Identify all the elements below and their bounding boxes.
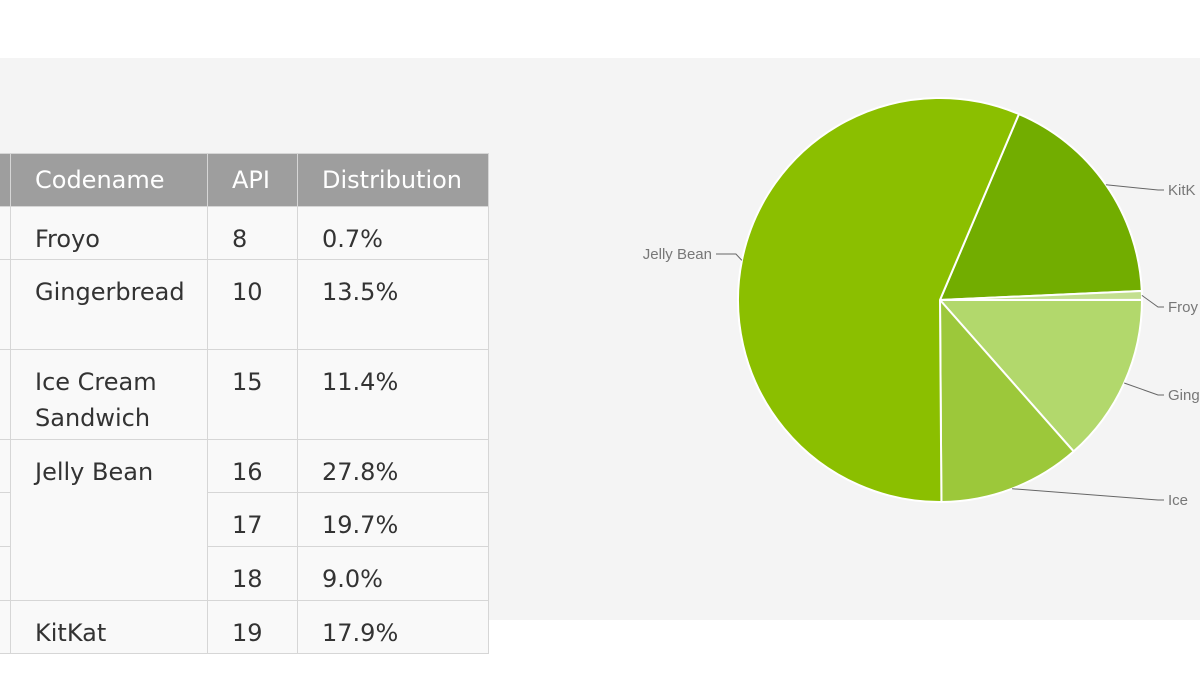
- codename-cell: KitKat: [10, 600, 208, 654]
- api-cell: 8: [207, 206, 298, 260]
- slice-label-froyo: Froy: [1168, 299, 1199, 316]
- leader-line-gingerbread: [1124, 382, 1164, 396]
- slice-label-kitkat: KitK: [1168, 182, 1196, 199]
- table-row: 18 9.0%: [0, 546, 489, 601]
- api-cell: 18: [207, 546, 298, 601]
- distribution-cell: 13.5%: [297, 259, 489, 350]
- distribution-table: Codename API Distribution Froyo 8 0.7% G…: [0, 153, 489, 654]
- distribution-cell: 19.7%: [297, 492, 489, 547]
- leader-line-ice-cream-sandwich: [1012, 488, 1164, 501]
- leader-line-froyo: [1141, 294, 1164, 308]
- pie-slice-ice-cream-sandwich: [938, 297, 1076, 504]
- distribution-cell: 11.4%: [297, 349, 489, 440]
- slice-label-jelly-bean: Jelly Bean: [643, 246, 712, 263]
- distribution-cell: 27.8%: [297, 439, 489, 493]
- pie-slice-jelly-bean: [737, 97, 1021, 504]
- table-row: Ice Cream Sandwich 15 11.4%: [0, 349, 489, 440]
- codename-cell: Jelly Bean: [10, 439, 208, 601]
- table-row: KitKat 19 17.9%: [0, 600, 489, 654]
- api-cell: 19: [207, 600, 298, 654]
- table-row: 17 19.7%: [0, 492, 489, 547]
- table-header-row: Codename API Distribution: [0, 153, 489, 207]
- distribution-cell: 17.9%: [297, 600, 489, 654]
- codename-cell: Gingerbread: [10, 259, 208, 350]
- codename-cell: Ice Cream Sandwich: [10, 349, 208, 440]
- api-cell: 15: [207, 349, 298, 440]
- distribution-cell: 9.0%: [297, 546, 489, 601]
- leader-line-kitkat: [1105, 184, 1164, 191]
- pie-slice-gingerbread: [937, 298, 1144, 453]
- api-cell: 17: [207, 492, 298, 547]
- slice-label-gingerbread: Ging: [1168, 387, 1200, 404]
- distribution-cell: 0.7%: [297, 206, 489, 260]
- table-row: Gingerbread 10 13.5%: [0, 259, 489, 350]
- codename-header: Codename: [10, 153, 208, 207]
- leader-line-jelly-bean: [716, 253, 743, 261]
- table-row: Jelly Bean 16 27.8%: [0, 439, 489, 601]
- slice-label-ice-cream-sandwich: Ice: [1168, 492, 1188, 509]
- distribution-header: Distribution: [297, 153, 489, 207]
